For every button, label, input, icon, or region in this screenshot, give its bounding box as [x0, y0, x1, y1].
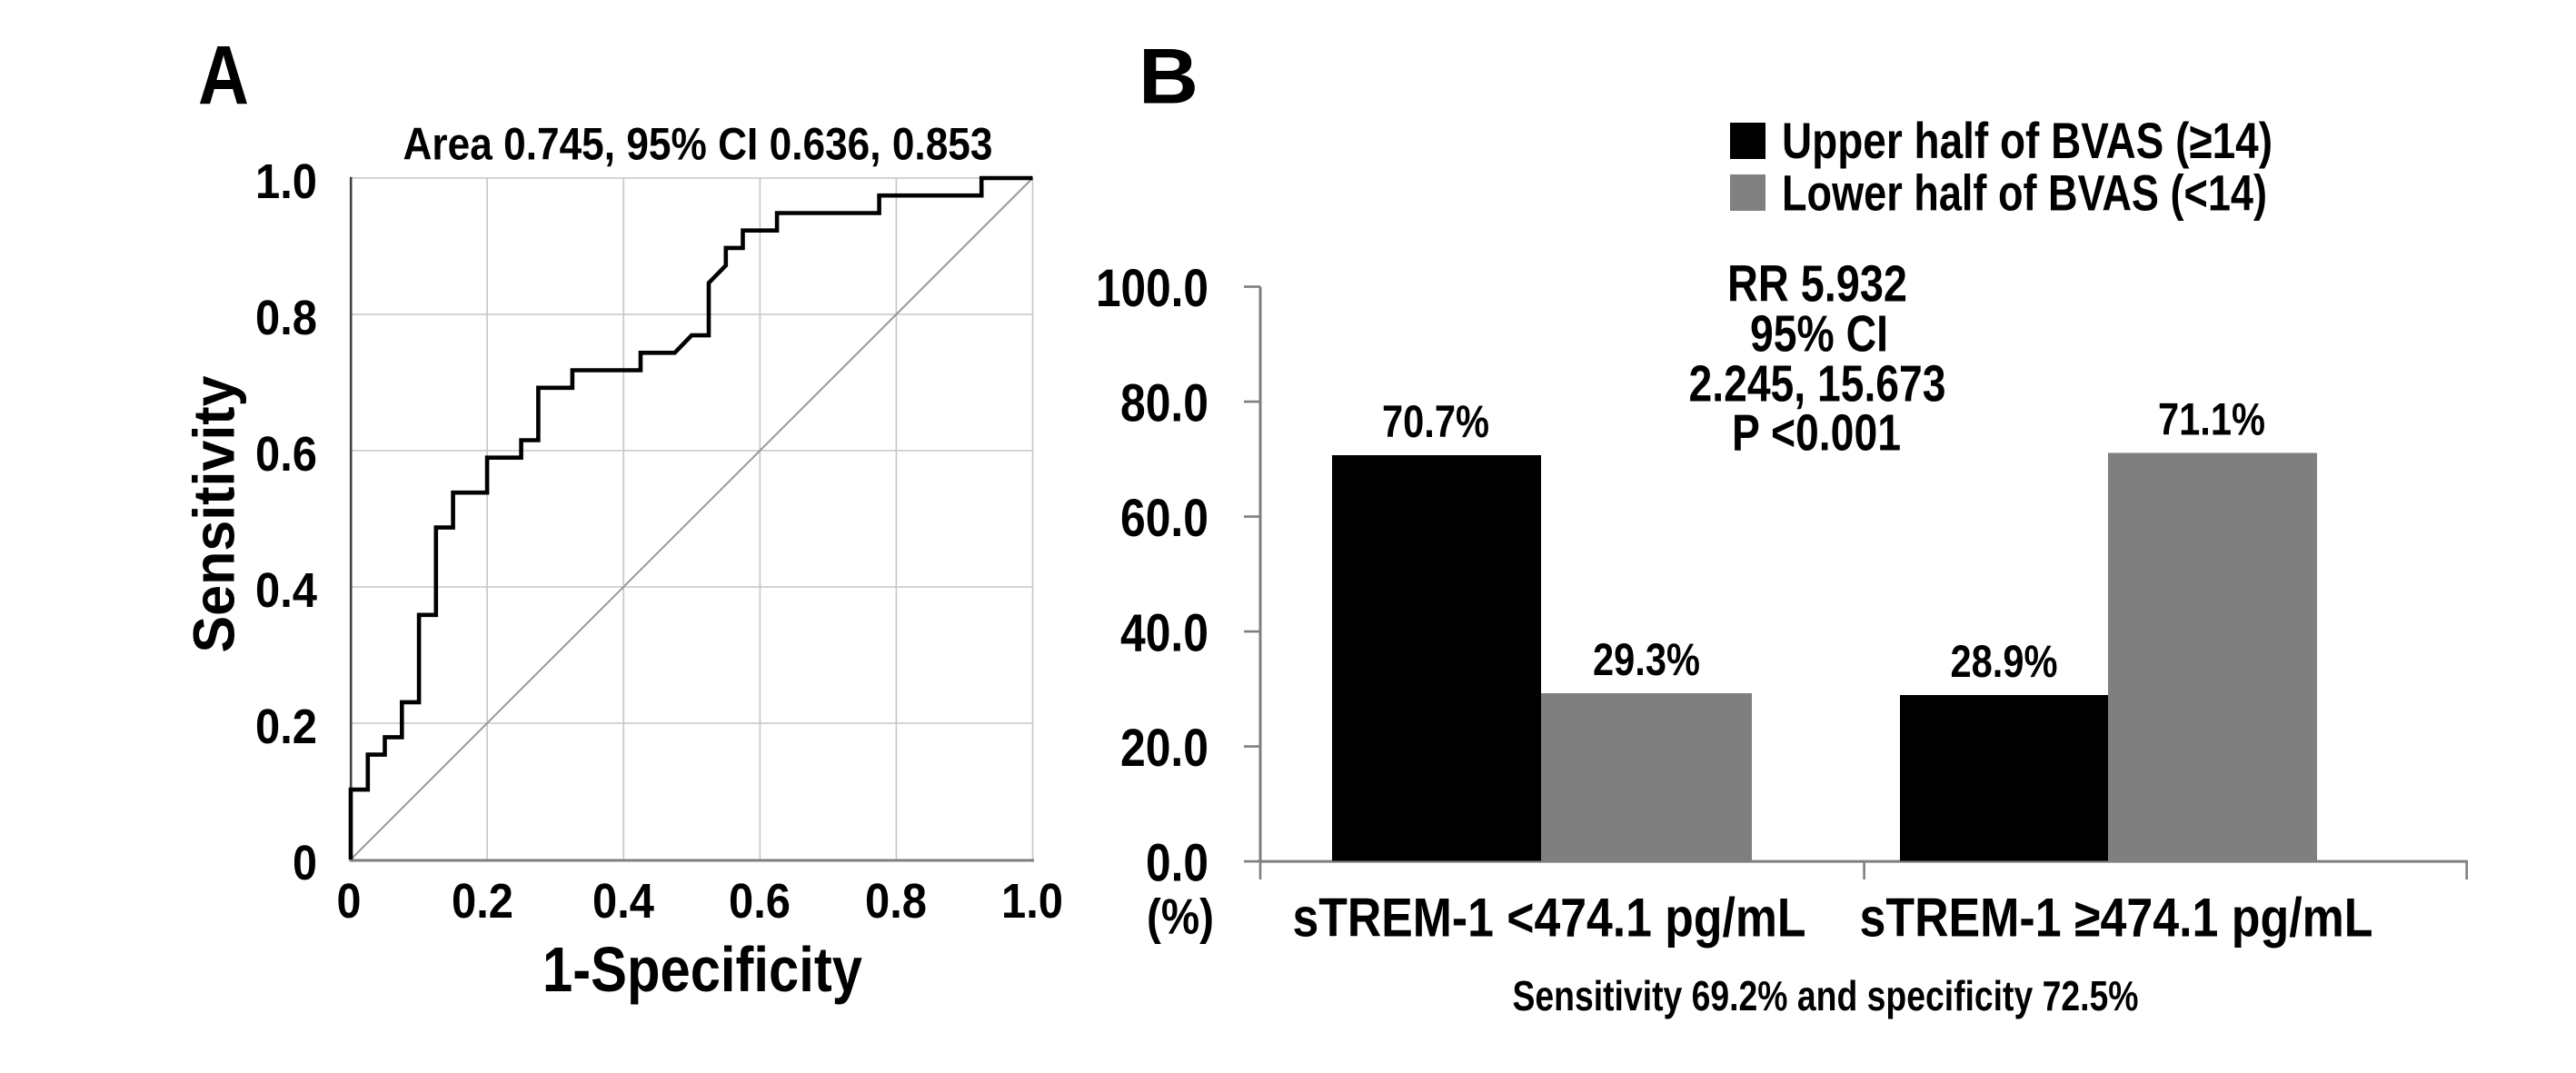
svg-text:0.8: 0.8 — [865, 874, 927, 929]
svg-text:20.0: 20.0 — [1120, 719, 1208, 778]
svg-text:70.7%: 70.7% — [1382, 396, 1489, 447]
svg-text:0.6: 0.6 — [729, 874, 791, 929]
svg-text:28.9%: 28.9% — [1951, 636, 2058, 687]
svg-text:0: 0 — [293, 836, 317, 890]
svg-text:1.0: 1.0 — [255, 154, 317, 209]
svg-text:0.4: 0.4 — [255, 563, 317, 618]
svg-text:P <0.001: P <0.001 — [1732, 404, 1901, 462]
svg-text:0.2: 0.2 — [452, 874, 513, 929]
svg-text:B: B — [1139, 34, 1198, 121]
svg-text:0.8: 0.8 — [255, 291, 317, 345]
svg-text:0.0: 0.0 — [1146, 834, 1208, 893]
svg-text:Sensitivity: Sensitivity — [182, 375, 247, 652]
svg-text:71.1%: 71.1% — [2158, 394, 2265, 445]
svg-text:80.0: 80.0 — [1120, 374, 1208, 433]
svg-text:Sensitivity 69.2% and specific: Sensitivity 69.2% and specificity 72.5% — [1513, 972, 2139, 1019]
svg-text:29.3%: 29.3% — [1593, 634, 1700, 685]
svg-text:Area 0.745, 95% CI 0.636, 0.85: Area 0.745, 95% CI 0.636, 0.853 — [403, 119, 993, 170]
svg-text:sTREM-1 ≥474.1 pg/mL: sTREM-1 ≥474.1 pg/mL — [1860, 888, 2373, 949]
svg-text:60.0: 60.0 — [1120, 489, 1208, 548]
svg-text:100.0: 100.0 — [1096, 259, 1208, 318]
svg-text:sTREM-1 <474.1 pg/mL: sTREM-1 <474.1 pg/mL — [1293, 888, 1806, 949]
svg-text:0: 0 — [337, 874, 362, 929]
svg-text:0.2: 0.2 — [255, 700, 317, 754]
svg-text:RR 5.932: RR 5.932 — [1727, 255, 1907, 313]
svg-text:A: A — [198, 29, 249, 122]
svg-text:1-Specificity: 1-Specificity — [542, 934, 862, 1005]
svg-text:95% CI: 95% CI — [1750, 305, 1888, 363]
svg-text:2.245, 15.673: 2.245, 15.673 — [1689, 355, 1946, 413]
svg-text:(%): (%) — [1147, 889, 1214, 945]
svg-text:0.6: 0.6 — [255, 427, 317, 482]
svg-text:Lower half of BVAS (<14): Lower half of BVAS (<14) — [1782, 164, 2267, 222]
svg-text:Upper half of BVAS (≥14): Upper half of BVAS (≥14) — [1782, 112, 2273, 169]
svg-text:1.0: 1.0 — [1001, 874, 1063, 929]
svg-text:0.4: 0.4 — [592, 874, 654, 929]
svg-text:40.0: 40.0 — [1120, 604, 1208, 663]
